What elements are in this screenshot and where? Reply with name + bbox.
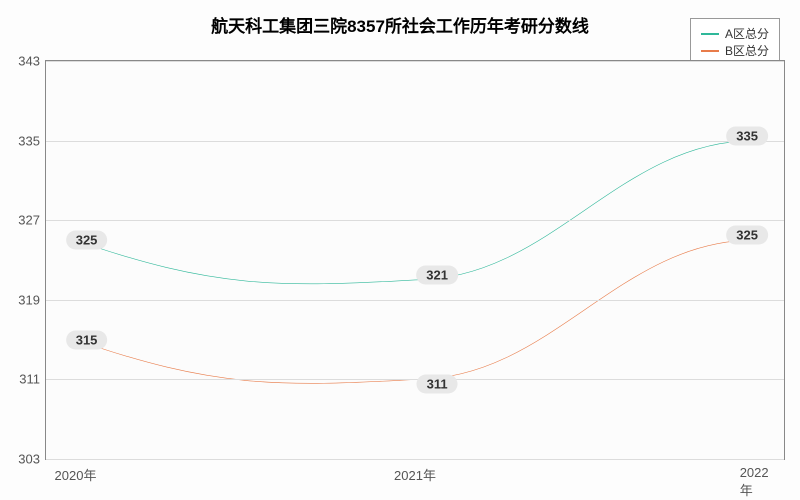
gridline: [46, 220, 784, 221]
ytick-label: 343: [18, 54, 40, 69]
data-label: 325: [726, 226, 768, 245]
chart-container: 航天科工集团三院8357所社会工作历年考研分数线 A区总分B区总分 303 311…: [0, 0, 800, 500]
xtick-label: 2022年: [740, 465, 770, 499]
gridline: [46, 459, 784, 460]
legend-item: A区总分: [701, 25, 769, 42]
chart-title: 航天科工集团三院8357所社会工作历年考研分数线: [211, 12, 589, 37]
legend-item: B区总分: [701, 42, 769, 59]
data-label: 325: [66, 231, 108, 250]
legend-swatch: [701, 33, 719, 35]
gridline: [46, 141, 784, 142]
gridline: [46, 61, 784, 62]
legend: A区总分B区总分: [690, 18, 780, 66]
data-label: 315: [66, 330, 108, 349]
series-line: [76, 141, 755, 284]
legend-label: A区总分: [725, 25, 769, 42]
data-label: 335: [726, 126, 768, 145]
gridline: [46, 379, 784, 380]
ytick-label: 311: [19, 372, 40, 387]
ytick-label: 319: [18, 292, 40, 307]
ytick-label: 327: [18, 213, 40, 228]
ytick-label: 335: [18, 133, 40, 148]
gridline: [46, 300, 784, 301]
legend-swatch: [701, 50, 719, 52]
xtick-label: 2020年: [55, 465, 97, 484]
chart-svg: [46, 61, 784, 459]
series-line: [76, 240, 755, 383]
data-label: 321: [416, 265, 458, 284]
xtick-label: 2021年: [394, 465, 436, 484]
plot-area: 3033113193273353432020年2021年2022年3253213…: [45, 60, 785, 460]
ytick-label: 303: [18, 452, 40, 467]
data-label: 311: [417, 375, 458, 394]
legend-label: B区总分: [725, 42, 769, 59]
